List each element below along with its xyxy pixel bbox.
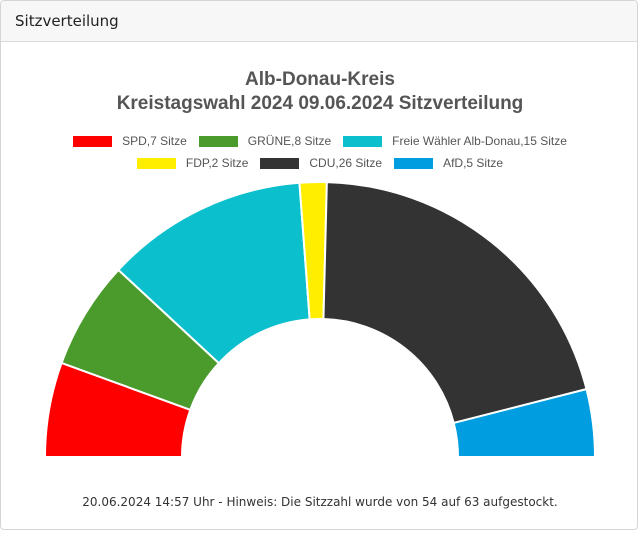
parliament-chart bbox=[43, 181, 597, 458]
legend-row-2: FDP,2 Sitze CDU,26 Sitze AfD,5 Sitze bbox=[1, 156, 637, 170]
legend-row-1: SPD,7 Sitze GRÜNE,8 Sitze Freie Wähler Alb… bbox=[1, 134, 637, 148]
legend-label: AfD,5 Sitze bbox=[443, 156, 504, 170]
footer-note: 20.06.2024 14:57 Uhr - Hinweis: Die Sitz… bbox=[82, 495, 558, 509]
legend-label: SPD,7 Sitze bbox=[122, 134, 187, 148]
legend-item[interactable]: FDP,2 Sitze bbox=[136, 156, 249, 170]
legend-swatch bbox=[394, 157, 434, 169]
panel-title: Sitzverteilung bbox=[15, 12, 119, 30]
legend-item[interactable]: SPD,7 Sitze bbox=[73, 134, 187, 148]
legend-swatch bbox=[136, 157, 176, 169]
legend-label: CDU,26 Sitze bbox=[309, 156, 383, 170]
legend-swatch bbox=[260, 157, 300, 169]
legend-label: Freie Wähler Alb-Donau,15 Sitze bbox=[392, 134, 567, 148]
seat-slice-afd[interactable] bbox=[452, 387, 597, 458]
legend-item[interactable]: Freie Wähler Alb-Donau,15 Sitze bbox=[343, 134, 567, 148]
seat-slice-cdu[interactable] bbox=[322, 181, 588, 425]
legend-label: GRÜNE,8 Sitze bbox=[247, 134, 332, 148]
legend-item[interactable]: AfD,5 Sitze bbox=[394, 156, 503, 170]
legend-swatch bbox=[198, 135, 238, 147]
panel-header: Sitzverteilung bbox=[1, 1, 637, 42]
chart-title: Alb-Donau-Kreis bbox=[245, 69, 395, 90]
legend-swatch bbox=[73, 135, 113, 147]
chart-subtitle: Kreistagswahl 2024 09.06.2024 Sitzvertei… bbox=[116, 93, 524, 114]
legend-swatch bbox=[343, 135, 383, 147]
legend-item[interactable]: GRÜNE,8 Sitze bbox=[198, 134, 332, 148]
legend-item[interactable]: CDU,26 Sitze bbox=[260, 156, 382, 170]
legend-label: FDP,2 Sitze bbox=[185, 156, 249, 170]
